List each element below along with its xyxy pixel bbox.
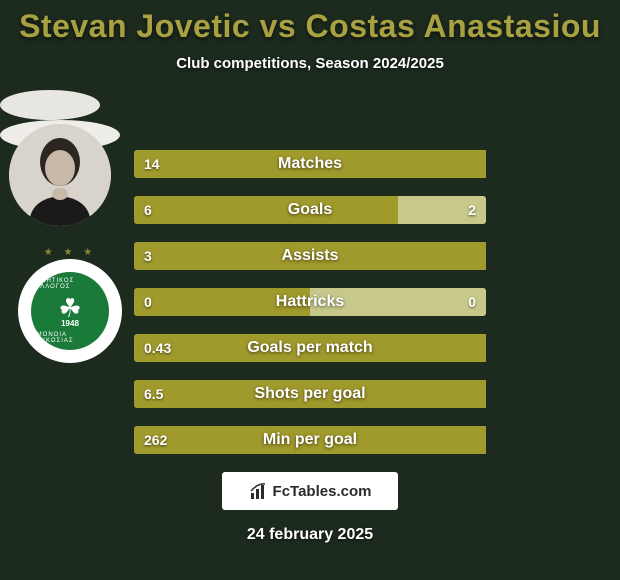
- player-left-avatar: [9, 124, 111, 226]
- badge-text-top: ΑΘΛΗΤΙΚΟΣ ΣΥΛΛΟΓΟΣ: [31, 278, 109, 290]
- stat-label: Min per goal: [263, 431, 357, 449]
- stat-value-left: 0.43: [144, 340, 171, 356]
- stat-row: 0.43 Goals per match: [134, 334, 486, 362]
- stat-row: 3 Assists: [134, 242, 486, 270]
- shamrock-icon: ☘: [58, 295, 81, 321]
- stat-label: Goals per match: [247, 339, 372, 357]
- stat-value-left: 3: [144, 248, 152, 264]
- badge-stars-icon: ★ ★ ★: [44, 247, 96, 258]
- stat-row: 6.5 Shots per goal: [134, 380, 486, 408]
- club-badge: ★ ★ ★ ΑΘΛΗΤΙΚΟΣ ΣΥΛΛΟΓΟΣ ☘ 1948 ΟΜΟΝΟΙΑ …: [18, 259, 122, 363]
- stat-label: Goals: [288, 201, 332, 219]
- page-title: Stevan Jovetic vs Costas Anastasiou: [0, 0, 620, 45]
- stat-value-left: 0: [144, 294, 152, 310]
- stat-value-left: 6.5: [144, 386, 163, 402]
- stat-label: Matches: [278, 155, 342, 173]
- stat-row: 0 0 Hattricks: [134, 288, 486, 316]
- stat-row: 14 Matches: [134, 150, 486, 178]
- stat-value-left: 14: [144, 156, 160, 172]
- person-silhouette-icon: [9, 124, 111, 226]
- badge-text-bottom: ΟΜΟΝΟΙΑ ΛΕΥΚΩΣΙΑΣ: [31, 332, 109, 344]
- fctables-logo[interactable]: FcTables.com: [222, 472, 398, 510]
- chart-bars-icon: [249, 481, 269, 501]
- badge-inner: ΑΘΛΗΤΙΚΟΣ ΣΥΛΛΟΓΟΣ ☘ 1948 ΟΜΟΝΟΙΑ ΛΕΥΚΩΣ…: [31, 272, 109, 350]
- stat-label: Hattricks: [276, 293, 344, 311]
- fctables-label: FcTables.com: [273, 483, 372, 500]
- stat-label: Shots per goal: [254, 385, 365, 403]
- stat-label: Assists: [282, 247, 339, 265]
- subtitle: Club competitions, Season 2024/2025: [0, 55, 620, 72]
- stat-value-right: 0: [468, 294, 476, 310]
- date-label: 24 february 2025: [0, 526, 620, 544]
- stat-row: 262 Min per goal: [134, 426, 486, 454]
- comparison-card: Stevan Jovetic vs Costas Anastasiou Club…: [0, 0, 620, 580]
- badge-year: 1948: [61, 319, 79, 328]
- stat-bar-left: [134, 196, 398, 224]
- stat-value-right: 2: [468, 202, 476, 218]
- stat-value-left: 262: [144, 432, 167, 448]
- player-right-placeholder-1: [0, 90, 100, 120]
- stat-row: 6 2 Goals: [134, 196, 486, 224]
- stat-value-left: 6: [144, 202, 152, 218]
